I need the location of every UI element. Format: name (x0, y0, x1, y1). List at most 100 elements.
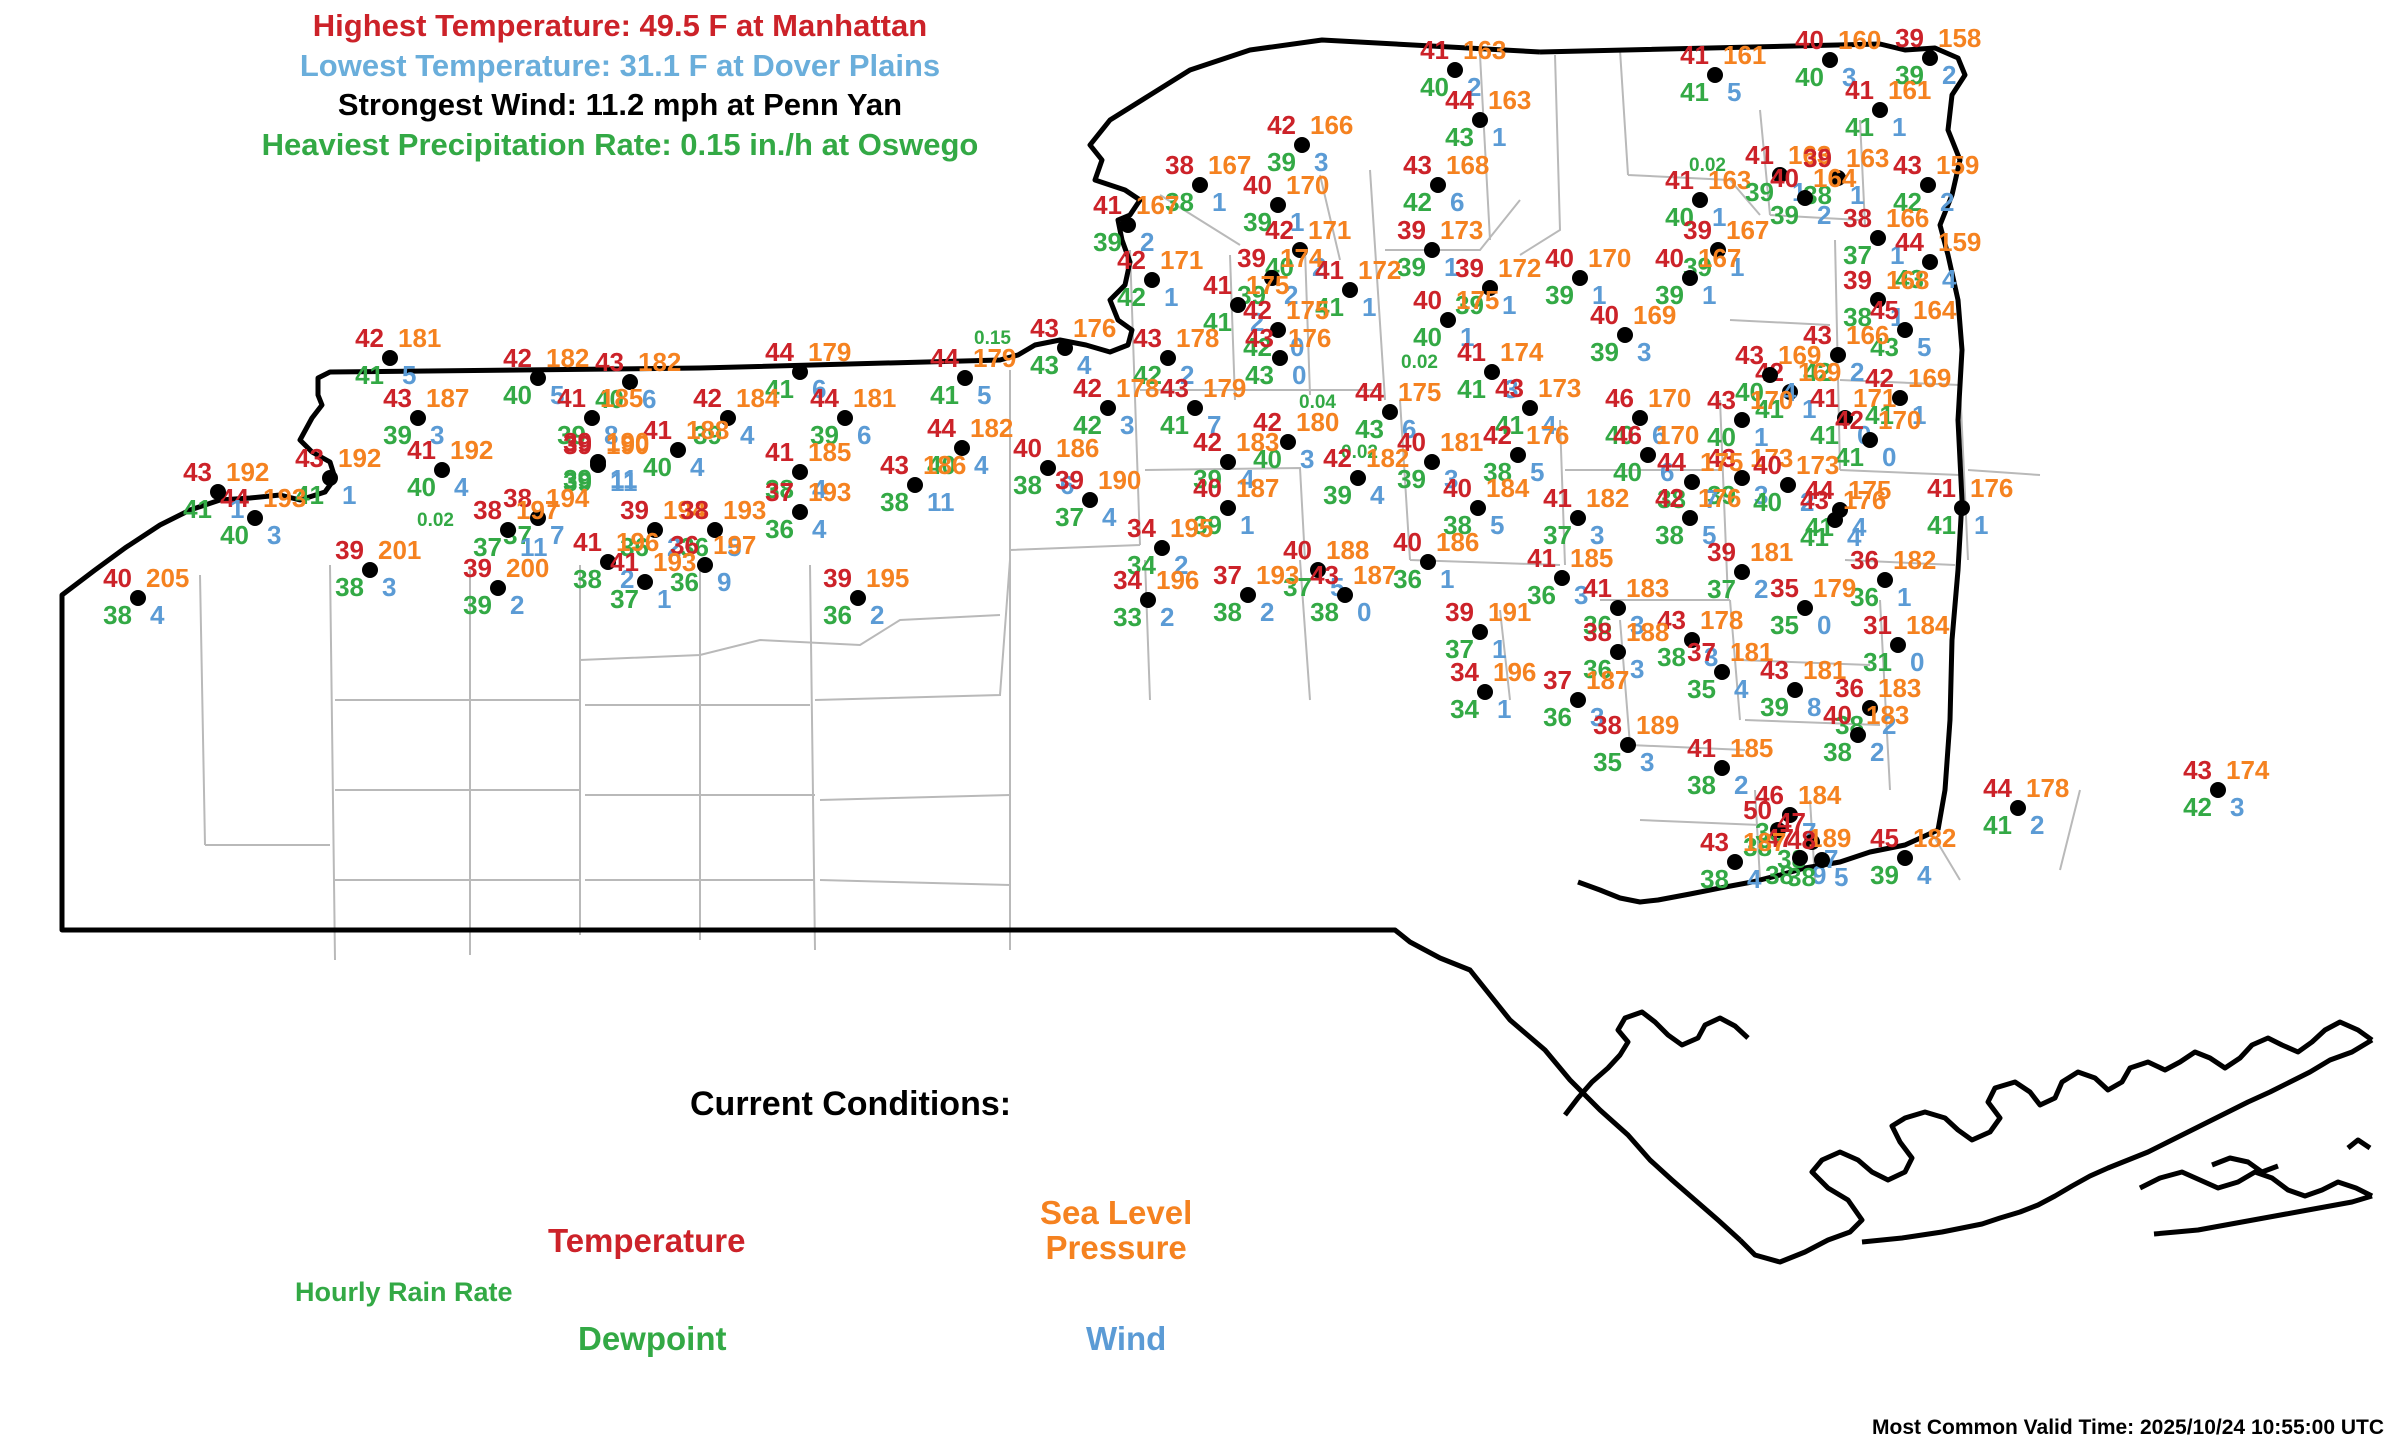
station-sea-level-pressure: 179 (1813, 573, 1857, 603)
station-wind: 1 (1730, 252, 1745, 282)
station-dewpoint: 41 (1680, 77, 1709, 107)
station-sea-level-pressure: 194 (546, 483, 590, 513)
station-dewpoint: 40 (1613, 457, 1642, 487)
station-wind: 1 (1850, 180, 1865, 210)
station-sea-level-pressure: 171 (1308, 215, 1352, 245)
station-sea-level-pressure: 171 (1853, 383, 1897, 413)
station-dot-icon (1100, 400, 1116, 416)
station-sea-level-pressure: 185 (600, 383, 644, 413)
station-sea-level-pressure: 182 (1913, 823, 1957, 853)
station-dewpoint: 39 (1745, 177, 1774, 207)
station-dot-icon (957, 370, 973, 386)
station-wind: 1 (1592, 280, 1607, 310)
station-dot-icon (792, 364, 808, 380)
station-temperature: 43 (1403, 150, 1432, 180)
station-sea-level-pressure: 174 (2226, 755, 2270, 785)
station-dewpoint: 43 (1895, 264, 1924, 294)
station-sea-level-pressure: 179 (808, 337, 852, 367)
station-wind: 6 (1660, 457, 1675, 487)
station-temperature: 42 (1265, 215, 1294, 245)
station-temperature: 43 (2183, 755, 2212, 785)
station-sea-level-pressure: 183 (1866, 700, 1910, 730)
station-wind: 1 (1497, 694, 1512, 724)
station-temperature: 41 (1420, 35, 1449, 65)
station-dewpoint: 40 (220, 520, 249, 550)
station-sea-level-pressure: 172 (1358, 255, 1402, 285)
station-temperature: 44 (1983, 773, 2012, 803)
station-dot-icon (622, 374, 638, 390)
station-dewpoint: 39 (1895, 60, 1924, 90)
station-dot-icon (1734, 470, 1750, 486)
station-dot-icon (1830, 347, 1846, 363)
station-temperature: 39 (1445, 597, 1474, 627)
station-dot-icon (1772, 167, 1788, 183)
station-dewpoint: 38 (1787, 862, 1816, 892)
legend-dewpoint: Dewpoint (578, 1320, 727, 1357)
station-temperature: 42 (1253, 407, 1282, 437)
station-wind: 11 (520, 532, 548, 562)
station-dot-icon (1270, 197, 1286, 213)
station-wind: 1 (1712, 202, 1727, 232)
station-sea-level-pressure: 161 (1723, 40, 1767, 70)
station-dewpoint: 41 (355, 360, 384, 390)
station-dewpoint: 39 (693, 420, 722, 450)
station-dot-icon (590, 457, 606, 473)
station-temperature: 44 (1445, 85, 1474, 115)
station-wind: 0 (1290, 332, 1305, 362)
station-dot-icon (1792, 850, 1808, 866)
station-temperature: 41 (643, 415, 672, 445)
station-dot-icon (1470, 500, 1486, 516)
station-sea-level-pressure: 182 (1586, 483, 1630, 513)
station-temperature: 34 (1450, 657, 1479, 687)
station-dewpoint: 38 (1165, 187, 1194, 217)
station-sea-level-pressure: 196 (1493, 657, 1537, 687)
station-wind: 5 (727, 532, 742, 562)
station-dot-icon (1040, 460, 1056, 476)
station-wind: 1 (1897, 582, 1912, 612)
station-sea-level-pressure: 191 (1488, 597, 1532, 627)
station-wind: 4 (1542, 410, 1557, 440)
station-dot-icon (1310, 562, 1326, 578)
station-dewpoint: 40 (1420, 72, 1449, 102)
station-dot-icon (1782, 384, 1798, 400)
station-temperature: 41 (1810, 383, 1839, 413)
station-sea-level-pressure: 170 (1588, 243, 1632, 273)
station-dot-icon (792, 464, 808, 480)
station-temperature: 41 (1315, 255, 1344, 285)
station-dot-icon (1734, 412, 1750, 428)
station-sea-level-pressure: 182 (970, 413, 1014, 443)
station-sea-level-pressure: 166 (1886, 203, 1930, 233)
station-sea-level-pressure: 174 (1500, 337, 1544, 367)
station-sea-level-pressure: 185 (1730, 733, 1774, 763)
station-wind: 11 (610, 467, 638, 497)
station-temperature: 40 (1655, 243, 1684, 273)
station-dewpoint: 36 (1543, 702, 1572, 732)
station-dewpoint: 40 (1795, 62, 1824, 92)
station-temperature: 42 (1243, 295, 1272, 325)
station-wind: 5 (402, 360, 417, 390)
station-dot-icon (1382, 404, 1398, 420)
station-sea-level-pressure: 195 (1170, 513, 1214, 543)
station-dewpoint: 38 (1687, 770, 1716, 800)
station-sea-level-pressure: 184 (1486, 473, 1530, 503)
station-temperature: 45 (1870, 823, 1899, 853)
station-wind: 1 (1164, 282, 1179, 312)
station-temperature: 41 (1745, 140, 1774, 170)
station-wind: 2 (1284, 280, 1299, 310)
station-dot-icon (584, 410, 600, 426)
station-wind: 5 (1834, 862, 1849, 892)
station-sea-level-pressure: 190 (606, 427, 650, 457)
station-rain-rate: 0.04 (1299, 392, 1336, 413)
station-sea-level-pressure: 175 (1246, 270, 1290, 300)
station-dot-icon (1610, 644, 1626, 660)
station-dewpoint: 41 (1983, 810, 2012, 840)
station-temperature: 41 (1680, 40, 1709, 70)
station-dot-icon (1692, 192, 1708, 208)
station-dewpoint: 38 (1213, 597, 1242, 627)
station-sea-level-pressure: 187 (1353, 560, 1397, 590)
station-temperature: 40 (1823, 700, 1852, 730)
station-dot-icon (1682, 270, 1698, 286)
station-dewpoint: 36 (1583, 654, 1612, 684)
station-wind: 4 (1847, 522, 1862, 552)
station-sea-level-pressure: 171 (1160, 245, 1204, 275)
